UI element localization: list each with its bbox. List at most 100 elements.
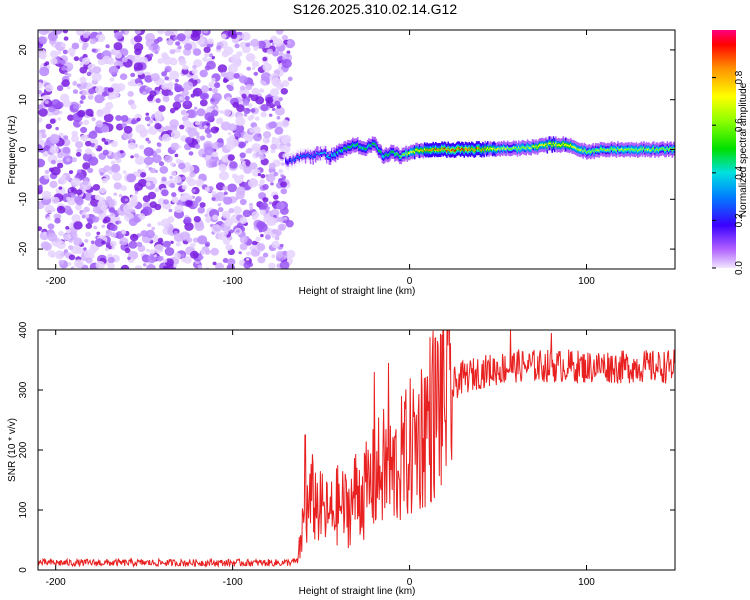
noise-blob	[262, 252, 269, 258]
noise-blob	[281, 80, 290, 87]
noise-blob	[269, 39, 274, 43]
noise-blob	[224, 219, 233, 227]
noise-blob	[223, 230, 229, 235]
track-cell	[539, 144, 541, 146]
noise-blob	[232, 206, 242, 215]
noise-blob	[145, 112, 150, 116]
noise-blob	[75, 204, 82, 211]
chart-title: S126.2025.310.02.14.G12	[293, 1, 457, 17]
noise-blob	[199, 69, 208, 78]
track-cell	[643, 147, 645, 149]
noise-blob	[50, 159, 57, 165]
track-cell	[531, 145, 534, 147]
noise-blob	[208, 53, 214, 58]
track-cell	[479, 149, 482, 151]
noise-blob	[179, 124, 185, 130]
noise-blob	[212, 214, 219, 221]
noise-blob	[38, 104, 44, 110]
noise-blob	[119, 237, 129, 246]
noise-blob	[164, 155, 173, 163]
track-cell	[344, 147, 347, 149]
noise-blob	[211, 197, 216, 201]
track-cell	[407, 152, 410, 154]
noise-blob	[138, 213, 146, 220]
noise-blob	[239, 243, 248, 251]
noise-blob	[206, 60, 216, 70]
noise-blob	[143, 263, 147, 267]
noise-blob	[222, 258, 229, 263]
noise-blob	[203, 125, 208, 129]
noise-blob	[256, 243, 266, 251]
noise-blob	[185, 66, 189, 70]
noise-blob	[83, 247, 87, 251]
noise-blob	[192, 30, 202, 36]
track-cell	[425, 149, 427, 152]
noise-blob	[243, 261, 251, 269]
noise-blob	[76, 189, 83, 196]
noise-blob	[285, 220, 294, 228]
noise-blob	[192, 87, 203, 97]
spectrogram-noise-region	[38, 30, 296, 269]
track-cell	[317, 152, 319, 155]
noise-blob	[85, 140, 92, 147]
track-cell	[572, 146, 575, 148]
noise-blob	[79, 66, 88, 74]
noise-blob	[105, 44, 110, 49]
noise-blob	[163, 240, 171, 248]
noise-blob	[58, 176, 67, 185]
noise-blob	[271, 240, 280, 249]
track-cell	[304, 155, 307, 158]
snr-x-label: Height of straight line (km)	[299, 586, 416, 597]
noise-blob	[113, 192, 118, 196]
noise-blob	[173, 252, 181, 260]
noise-blob	[211, 151, 219, 158]
noise-blob	[38, 45, 41, 49]
noise-blob	[63, 249, 69, 254]
noise-blob	[208, 81, 216, 89]
noise-blob	[149, 168, 156, 174]
track-cell	[290, 159, 292, 161]
noise-blob	[65, 175, 71, 181]
track-cell	[633, 149, 635, 151]
noise-blob	[73, 237, 83, 246]
noise-blob	[190, 250, 199, 259]
track-cell	[482, 148, 484, 150]
track-cell	[672, 148, 675, 150]
noise-blob	[217, 207, 224, 213]
noise-blob	[239, 152, 246, 159]
noise-blob	[38, 158, 46, 168]
noise-blob	[164, 76, 169, 81]
noise-blob	[92, 66, 102, 74]
track-cell	[521, 146, 524, 148]
track-cell	[456, 148, 458, 150]
track-cell	[560, 145, 562, 147]
spectrogram-y-tick-label: 20	[18, 44, 29, 56]
track-cell	[589, 151, 592, 154]
noise-blob	[88, 130, 98, 139]
noise-blob	[62, 49, 68, 55]
noise-blob	[80, 134, 88, 142]
noise-blob	[190, 242, 196, 248]
noise-blob	[251, 87, 260, 95]
noise-blob	[280, 174, 284, 178]
noise-blob	[212, 88, 218, 94]
track-cell	[338, 149, 340, 152]
track-cell	[451, 149, 453, 152]
noise-blob	[174, 204, 184, 213]
noise-blob	[50, 57, 58, 65]
noise-blob	[107, 262, 115, 269]
track-cell	[525, 147, 527, 150]
track-cell	[390, 150, 392, 153]
track-cell	[444, 148, 447, 151]
noise-blob	[47, 232, 58, 242]
noise-blob	[260, 174, 266, 179]
track-cell	[529, 147, 531, 149]
track-cell	[453, 150, 456, 152]
noise-blob	[223, 191, 228, 195]
track-cell	[562, 142, 565, 144]
track-cell	[594, 149, 597, 151]
track-cell	[322, 152, 324, 155]
noise-blob	[281, 134, 292, 144]
noise-blob	[225, 141, 235, 151]
noise-blob	[113, 182, 122, 190]
